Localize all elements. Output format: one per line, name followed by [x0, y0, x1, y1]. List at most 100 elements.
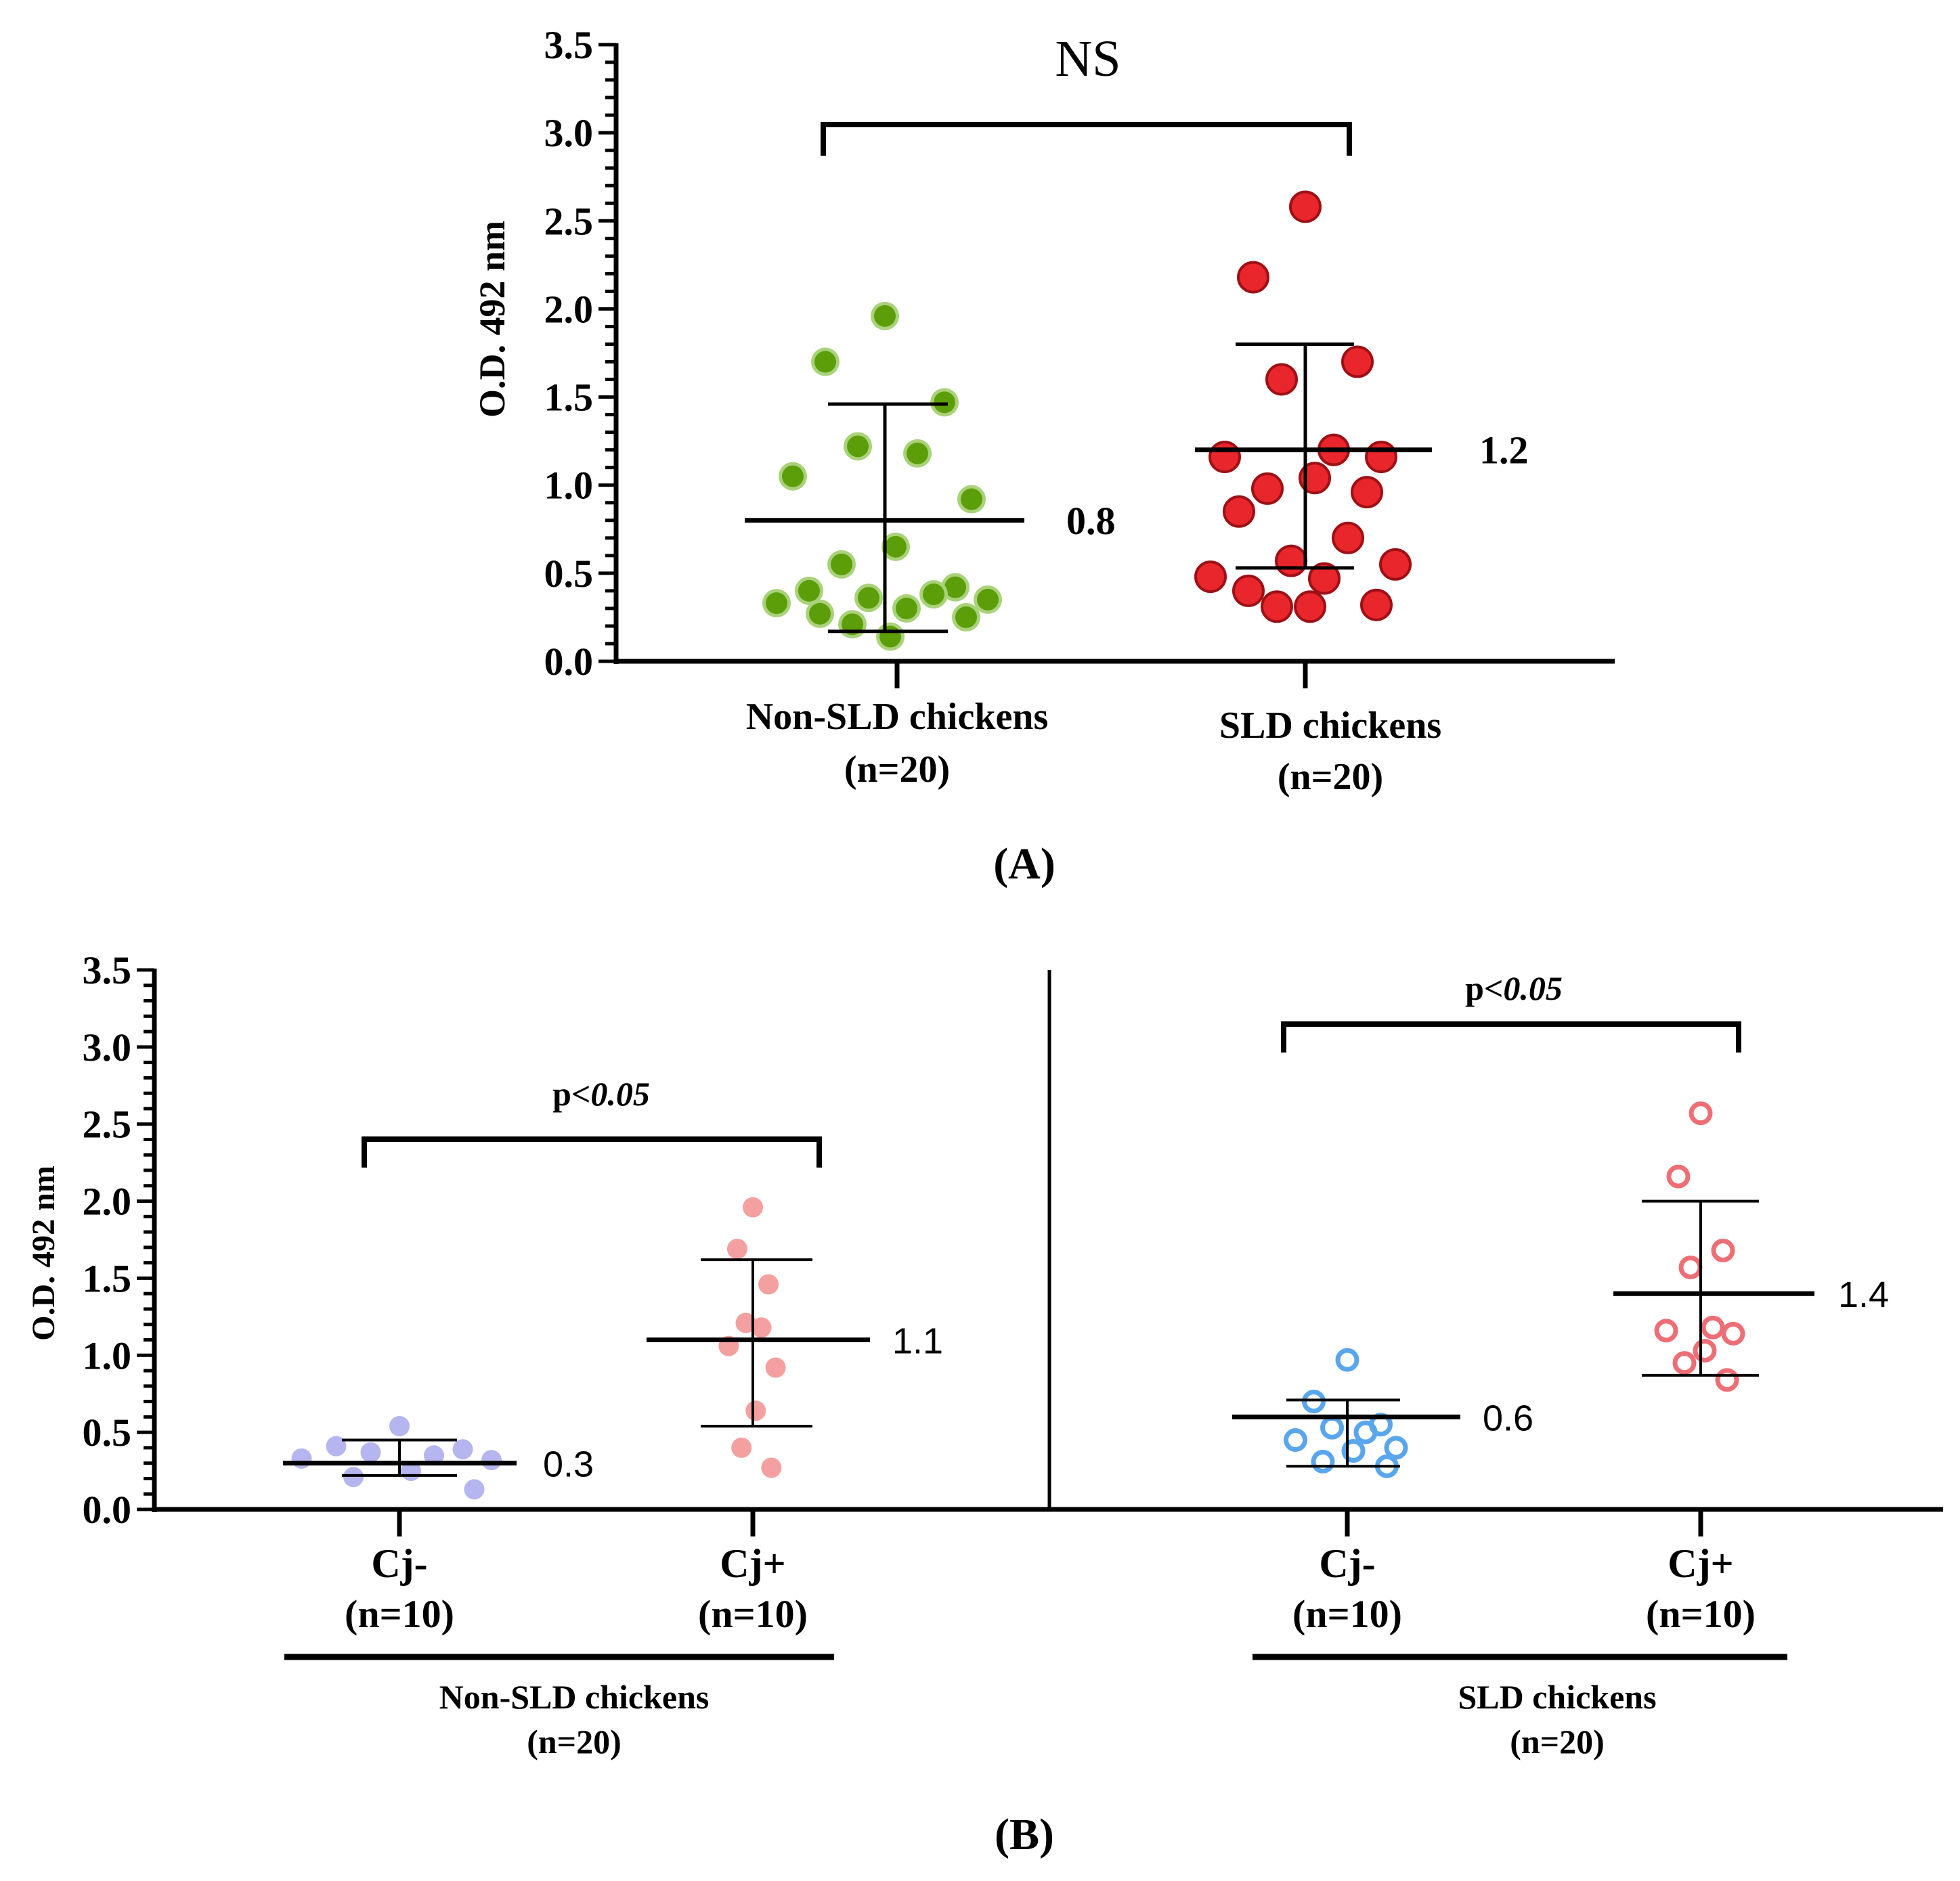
panel-a-mean-label: 1.2: [1479, 428, 1529, 472]
panel-b-mean-label: 1.1: [892, 1321, 943, 1362]
panel-b-data-point: [758, 1274, 779, 1295]
panel-a-data-point: [798, 579, 820, 602]
panel-b-data-point: [326, 1436, 347, 1457]
panel-a-mean-label: 0.8: [1066, 499, 1116, 543]
panel-b-y-tick-label: 2.0: [83, 1180, 132, 1224]
panel-a-data-point: [977, 588, 999, 611]
panel-a-y-tick-label: 3.0: [544, 111, 594, 155]
panel-a-data-point: [1308, 562, 1341, 595]
panel-a-data-point: [1365, 441, 1397, 474]
panel-a-data-point: [923, 583, 944, 606]
panel-b-data-point: [1672, 1351, 1697, 1375]
panel-b-y-axis-label: O.D. 492 nm: [26, 1166, 62, 1341]
panel-b-y-tick-label: 0.0: [83, 1488, 132, 1532]
panel-b-data-point: [735, 1312, 756, 1333]
panel-b-data-point: [389, 1416, 410, 1437]
panel-a-y-tick-label: 2.0: [544, 287, 594, 331]
panel-b-x-n-label: (n=10): [345, 1592, 454, 1636]
panel-b-data-point: [761, 1457, 782, 1478]
panel-b-data-point: [726, 1239, 747, 1260]
panel-b-x-label: Cj-: [1319, 1541, 1375, 1586]
panel-b-mean-label: 0.6: [1483, 1398, 1533, 1438]
panel-a-data-point: [934, 391, 955, 414]
panel-a-data-point: [1275, 544, 1307, 577]
panel-a-data-point: [1232, 574, 1265, 607]
panel-a-y-tick-label: 1.5: [544, 376, 594, 420]
panel-a-y-tick-label: 0.5: [544, 552, 594, 596]
panel-b-significance-label: p<0.05: [552, 1075, 650, 1113]
panel-b-significance-value: 0.05: [1503, 969, 1563, 1007]
panel-b-data-point: [1689, 1101, 1713, 1126]
panel-a-data-point: [1265, 363, 1298, 396]
panel-a-x-label: SLD chickens: [1219, 705, 1441, 747]
panel-b-y-tick-label: 1.5: [83, 1256, 132, 1300]
panel-a-data-point: [1208, 441, 1241, 474]
panel-a-data-point: [1341, 345, 1374, 378]
panel-a-y-tick-label: 3.5: [544, 23, 594, 67]
panel-b-data-point: [1711, 1238, 1735, 1262]
panel-a-data-point: [961, 488, 982, 510]
panel-a-y-axis-label: O.D. 492 nm: [472, 221, 513, 418]
panel-a-data-point: [1223, 495, 1255, 528]
panel-a-data-point: [809, 602, 831, 625]
panel-a-data-point: [907, 442, 928, 464]
panel-a-label: (A): [993, 839, 1055, 889]
panel-b-data-point: [751, 1317, 772, 1338]
panel-b-data-point: [1284, 1428, 1307, 1453]
panel-b-data-point: [743, 1197, 763, 1218]
panel-a-x-label: Non-SLD chickens: [746, 696, 1049, 738]
panel-a-data-point: [955, 606, 977, 628]
panel-b-data-point: [424, 1445, 444, 1466]
panel-a-data-point: [879, 625, 901, 648]
panel-a-data-point: [766, 592, 787, 615]
panel-b-data-point: [1320, 1415, 1344, 1440]
panel-a-data-point: [1237, 261, 1269, 294]
panel-b-data-point: [1715, 1368, 1739, 1392]
panel-b-label: (B): [995, 1810, 1054, 1859]
panel-a-data-point: [1251, 472, 1284, 505]
panel-a-data-point: [1332, 521, 1364, 554]
panel-b-x-label: Cj+: [720, 1541, 786, 1586]
panel-b-block-label: Non-SLD chickens: [439, 1678, 710, 1716]
panel-a-data-point: [1294, 590, 1326, 623]
panel-a-data-point: [814, 351, 836, 373]
panel-b-data-point: [481, 1450, 502, 1471]
panel-b-y-tick-label: 3.5: [83, 948, 132, 992]
panel-a-data-point: [1351, 476, 1383, 509]
panel-b-data-point: [1302, 1390, 1326, 1414]
panel-b-y-tick-label: 0.5: [83, 1411, 132, 1455]
panel-a-data-point: [1261, 590, 1293, 623]
panel-b-x-label: Cj+: [1668, 1541, 1734, 1586]
panel-b-data-point: [1335, 1348, 1359, 1372]
panel-a-data-point: [858, 587, 879, 609]
panel-a-data-point: [847, 435, 869, 458]
panel-b-block-label: SLD chickens: [1458, 1678, 1656, 1716]
panel-b-data-point: [452, 1439, 473, 1460]
panel-a-data-point: [782, 465, 804, 487]
panel-b-block-n-label: (n=20): [527, 1723, 622, 1761]
panel-a-data-point: [1289, 190, 1322, 223]
panel-a-data-point: [896, 597, 917, 619]
panel-b-data-point: [1341, 1438, 1366, 1463]
panel-a-data-point: [885, 535, 907, 558]
panel-b-data-point: [343, 1467, 364, 1488]
panel-b-significance-label: p<0.05: [1465, 969, 1563, 1007]
panel-b-data-point: [765, 1357, 786, 1378]
panel-b-x-n-label: (n=10): [1292, 1592, 1402, 1636]
panel-b: 0.0 0.5 1.0 1.5 2.0 2.5 3.0 3.5 O.D. 492 nm Cj- (n…: [26, 948, 1943, 1859]
panel-a-data-point: [1379, 548, 1412, 581]
panel-b-data-point: [291, 1448, 312, 1469]
panel-a-y-tick-label: 1.0: [544, 464, 594, 508]
panel-b-data-point: [1666, 1164, 1691, 1189]
panel-a-data-point: [1194, 560, 1227, 594]
panel-a-data-point: [1360, 588, 1393, 621]
panel-a: 0.0 0.5 1.0 1.5 2.0 2.5 3.0 3.5 O.D. 492 nm Non-S…: [472, 23, 1615, 889]
panel-b-data-point: [1678, 1255, 1703, 1279]
panel-b-mean-label: 1.4: [1838, 1275, 1889, 1315]
panel-a-data-point: [944, 576, 966, 598]
panel-b-y-tick-label: 3.0: [83, 1025, 132, 1069]
panel-b-data-point: [745, 1400, 766, 1421]
panel-b-y-tick-label: 1.0: [83, 1333, 132, 1377]
panel-b-significance-prefix: p<: [552, 1075, 590, 1113]
